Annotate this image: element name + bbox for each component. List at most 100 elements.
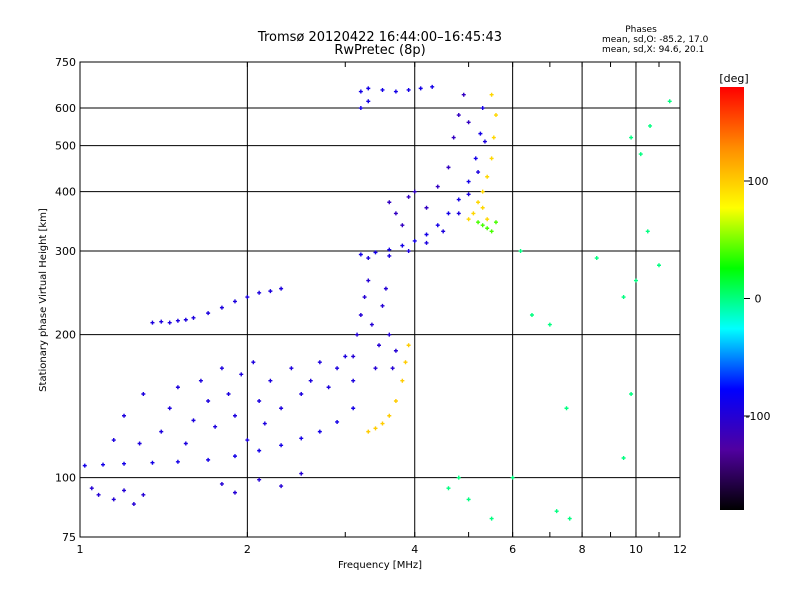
data-point <box>400 378 405 383</box>
data-point <box>403 360 408 365</box>
y-tick-label: 750 <box>55 56 76 69</box>
data-point <box>380 421 385 426</box>
data-point <box>480 223 485 228</box>
chart-title: Tromsø 20120422 16:44:00–16:45:43 <box>257 30 502 45</box>
data-point <box>358 89 363 94</box>
data-point <box>268 289 273 294</box>
data-point <box>476 170 481 175</box>
colorbar-tick-label: -100 <box>746 410 771 423</box>
data-point <box>262 421 267 426</box>
data-point <box>206 399 211 404</box>
phases-title: Phases <box>625 25 657 35</box>
data-point <box>387 247 392 252</box>
data-point <box>268 378 273 383</box>
data-point <box>424 240 429 245</box>
data-point <box>150 460 155 465</box>
data-point <box>485 226 490 231</box>
data-point <box>648 123 653 128</box>
data-point <box>418 86 423 91</box>
data-point <box>456 211 461 216</box>
data-point <box>567 516 572 521</box>
data-point <box>257 477 262 482</box>
y-tick-label: 200 <box>55 329 76 342</box>
data-point <box>466 179 471 184</box>
data-point <box>406 249 411 254</box>
x-tick-label: 12 <box>673 543 687 556</box>
data-point <box>191 315 196 320</box>
colorbar: [deg] 100 0 -100 <box>719 72 770 510</box>
data-point <box>137 441 142 446</box>
x-tick-label: 6 <box>509 543 516 556</box>
data-point <box>358 252 363 257</box>
data-point <box>355 332 360 337</box>
data-point <box>175 385 180 390</box>
data-point <box>308 378 313 383</box>
data-point <box>629 392 634 397</box>
data-point <box>441 229 446 234</box>
data-point <box>564 406 569 411</box>
data-point <box>461 92 466 97</box>
data-point <box>482 139 487 144</box>
data-point <box>213 424 218 429</box>
data-point <box>480 189 485 194</box>
data-point <box>466 192 471 197</box>
data-point <box>232 413 237 418</box>
data-point <box>466 120 471 125</box>
data-point <box>489 156 494 161</box>
data-point <box>373 426 378 431</box>
data-point <box>175 318 180 323</box>
data-point <box>111 438 116 443</box>
data-point <box>317 429 322 434</box>
data-point <box>406 194 411 199</box>
x-axis-label: Frequency [MHz] <box>338 560 422 571</box>
data-point <box>387 413 392 418</box>
colorbar-label: [deg] <box>719 72 748 85</box>
data-point <box>96 492 101 497</box>
data-point <box>377 343 382 348</box>
data-point <box>629 135 634 140</box>
data-point <box>317 360 322 365</box>
data-point <box>183 317 188 322</box>
data-point <box>466 217 471 222</box>
data-point <box>393 89 398 94</box>
data-point <box>621 295 626 300</box>
data-point <box>257 448 262 453</box>
data-point <box>251 360 256 365</box>
data-point <box>219 366 224 371</box>
data-point <box>191 418 196 423</box>
data-point <box>245 438 250 443</box>
data-point <box>351 354 356 359</box>
data-point <box>393 399 398 404</box>
data-point <box>493 220 498 225</box>
data-point <box>594 256 599 261</box>
colorbar-bar <box>720 87 744 510</box>
data-point <box>122 461 127 466</box>
data-point <box>358 313 363 318</box>
data-point <box>430 84 435 89</box>
x-axis-ticks: 1 2 4 6 8 10 12 <box>77 62 687 556</box>
y-tick-label: 75 <box>62 531 76 544</box>
data-point <box>621 455 626 460</box>
data-point <box>226 392 231 397</box>
data-point <box>198 378 203 383</box>
y-tick-label: 600 <box>55 102 76 115</box>
data-point <box>406 87 411 92</box>
data-point <box>480 205 485 210</box>
data-point <box>122 413 127 418</box>
data-point <box>366 256 371 261</box>
data-point <box>400 243 405 248</box>
data-point <box>239 372 244 377</box>
chart-subtitle: RwPretec (8p) <box>334 43 425 58</box>
data-point <box>473 156 478 161</box>
data-point <box>351 406 356 411</box>
data-point <box>456 113 461 118</box>
data-point <box>299 392 304 397</box>
data-point <box>289 366 294 371</box>
colorbar-ticks: 100 0 -100 <box>744 175 770 423</box>
data-point <box>493 113 498 118</box>
data-point <box>206 311 211 316</box>
data-point <box>547 322 552 327</box>
data-point <box>412 189 417 194</box>
data-point <box>373 250 378 255</box>
data-point <box>150 320 155 325</box>
